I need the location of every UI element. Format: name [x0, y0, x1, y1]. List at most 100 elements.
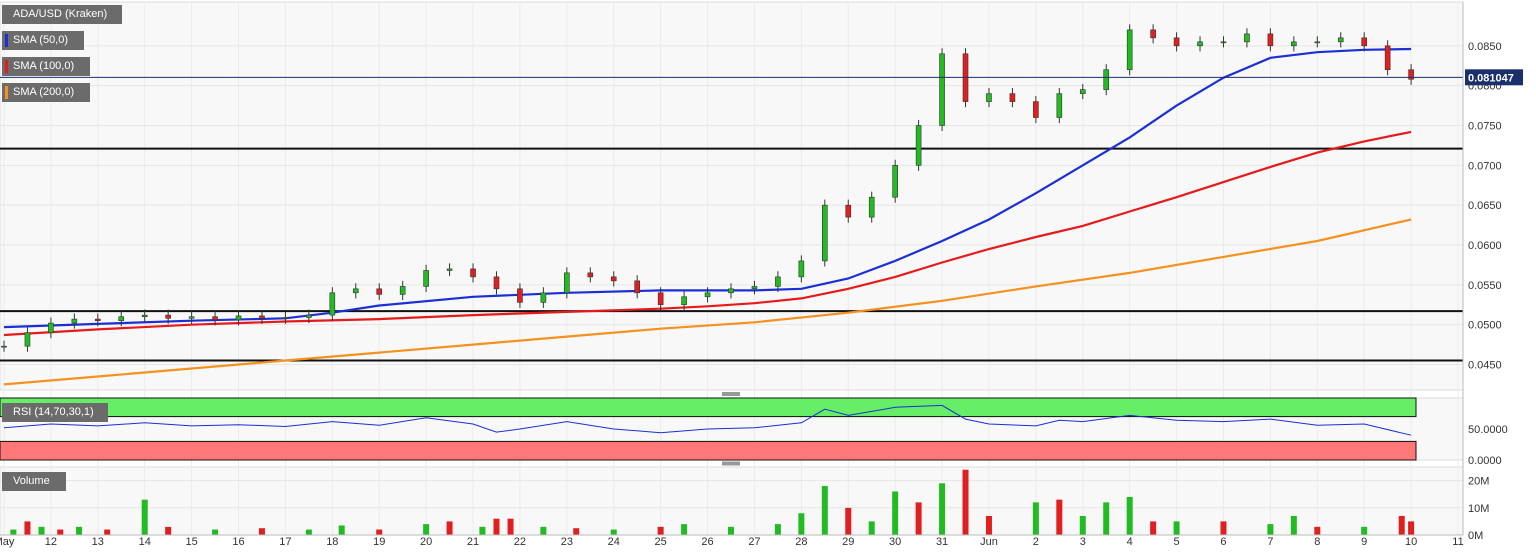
x-tick-label: 15 — [185, 536, 197, 548]
candle-body — [775, 276, 781, 287]
legend-sma100[interactable]: SMA (100,0) — [2, 57, 90, 76]
candle-body — [1056, 93, 1063, 118]
volume-bar — [573, 528, 580, 535]
sma50-swatch — [5, 34, 8, 47]
volume-bar — [1126, 496, 1133, 535]
x-tick-label: 31 — [936, 536, 948, 548]
volume-bar — [774, 524, 781, 535]
volume-bar — [1220, 521, 1227, 535]
x-tick-label: 17 — [279, 536, 291, 548]
x-tick-label: 4 — [1127, 536, 1133, 548]
main-panel-bg — [0, 1, 1464, 391]
candle-body — [1220, 41, 1227, 44]
volume-bar — [338, 525, 345, 535]
x-tick-label: 13 — [92, 536, 104, 548]
sma200-swatch — [5, 86, 8, 99]
candle-body — [728, 288, 734, 294]
legend-sma100-text: SMA (100,0) — [13, 60, 75, 72]
legend-sma50-text: SMA (50,0) — [13, 34, 69, 46]
volume-tick-label: 0M — [1468, 530, 1483, 542]
candle-body — [634, 280, 640, 294]
volume-bar — [165, 526, 172, 535]
x-tick-label: 18 — [326, 536, 338, 548]
candle-body — [235, 315, 242, 321]
candle-body — [329, 292, 336, 316]
volume-tick-label: 10M — [1468, 503, 1489, 515]
x-tick-label: 2 — [1033, 536, 1039, 548]
volume-bar — [507, 518, 514, 535]
candle-body — [798, 260, 805, 278]
legend-title[interactable]: ADA/USD (Kraken) — [2, 5, 122, 24]
volume-bar — [681, 524, 688, 535]
volume-bar — [1173, 521, 1180, 535]
x-tick-label: May — [0, 536, 15, 548]
legend-sma200[interactable]: SMA (200,0) — [2, 83, 90, 102]
sma-line-200 — [3, 218, 1412, 386]
y-tick-label: 0.0550 — [1468, 280, 1502, 292]
volume-bar — [1103, 502, 1110, 535]
candle-body — [118, 316, 125, 321]
candle-body — [1197, 41, 1203, 47]
volume-bar — [540, 526, 547, 535]
x-tick-label: 16 — [232, 536, 244, 548]
rsi-line — [3, 404, 1412, 436]
candle-body — [657, 292, 664, 306]
candle-body — [71, 318, 78, 324]
y-tick-label: 0.0700 — [1468, 160, 1502, 172]
volume-bar — [1079, 515, 1086, 535]
volume-bar — [1290, 515, 1297, 535]
candle-body — [540, 292, 547, 303]
volume-bar — [104, 529, 111, 535]
candle-body — [845, 204, 852, 218]
candle-body — [1291, 41, 1297, 47]
y-tick-label: 0.0650 — [1468, 200, 1502, 212]
candle-body — [751, 286, 758, 290]
candle-body — [259, 315, 265, 319]
candle-body — [141, 314, 148, 318]
x-tick-label: 19 — [373, 536, 385, 548]
y-tick-label: 0.0500 — [1468, 320, 1502, 332]
sma-line-100 — [3, 130, 1412, 337]
x-tick-label: 20 — [420, 536, 432, 548]
candle-body — [1009, 93, 1016, 102]
legend-sma200-text: SMA (200,0) — [13, 86, 75, 98]
candle-body — [1079, 89, 1086, 94]
current-price-tag — [1465, 69, 1523, 86]
x-tick-label: 22 — [514, 536, 526, 548]
candle-body — [48, 322, 54, 333]
candle-body — [564, 272, 570, 294]
candle-body — [1384, 45, 1391, 71]
candle-body — [212, 316, 218, 321]
x-tick-label: 29 — [842, 536, 854, 548]
candle-body — [915, 125, 922, 166]
x-tick-label: 11 — [1452, 536, 1463, 548]
x-tick-label: 14 — [139, 536, 151, 548]
sma100-swatch — [5, 60, 8, 73]
volume-bar — [479, 526, 486, 535]
candle-body — [587, 272, 594, 278]
rsi-tick-label: 0.0000 — [1468, 455, 1502, 467]
candle-body — [868, 196, 875, 218]
rsi-label[interactable]: RSI (14,70,30,1) — [2, 403, 108, 422]
candle-body — [165, 314, 171, 319]
candle-body — [1103, 69, 1110, 90]
x-tick-label: 6 — [1220, 536, 1226, 548]
volume-tick-label: 20M — [1468, 476, 1489, 488]
candle-body — [1267, 33, 1274, 47]
candle-body — [517, 288, 523, 303]
x-tick-label: 12 — [45, 536, 57, 548]
candle-body — [681, 296, 687, 306]
legend-sma50[interactable]: SMA (50,0) — [2, 31, 84, 50]
volume-bar — [258, 528, 265, 535]
volume-bar — [24, 521, 31, 535]
volume-bar — [962, 469, 969, 535]
candle-body — [1, 345, 7, 348]
volume-bar — [212, 529, 219, 535]
candle-body — [470, 268, 476, 278]
volume-label[interactable]: Volume — [2, 472, 66, 491]
volume-bar — [939, 483, 946, 535]
candle-body — [1173, 37, 1180, 47]
volume-bar — [610, 529, 617, 535]
candle-body — [352, 288, 359, 294]
